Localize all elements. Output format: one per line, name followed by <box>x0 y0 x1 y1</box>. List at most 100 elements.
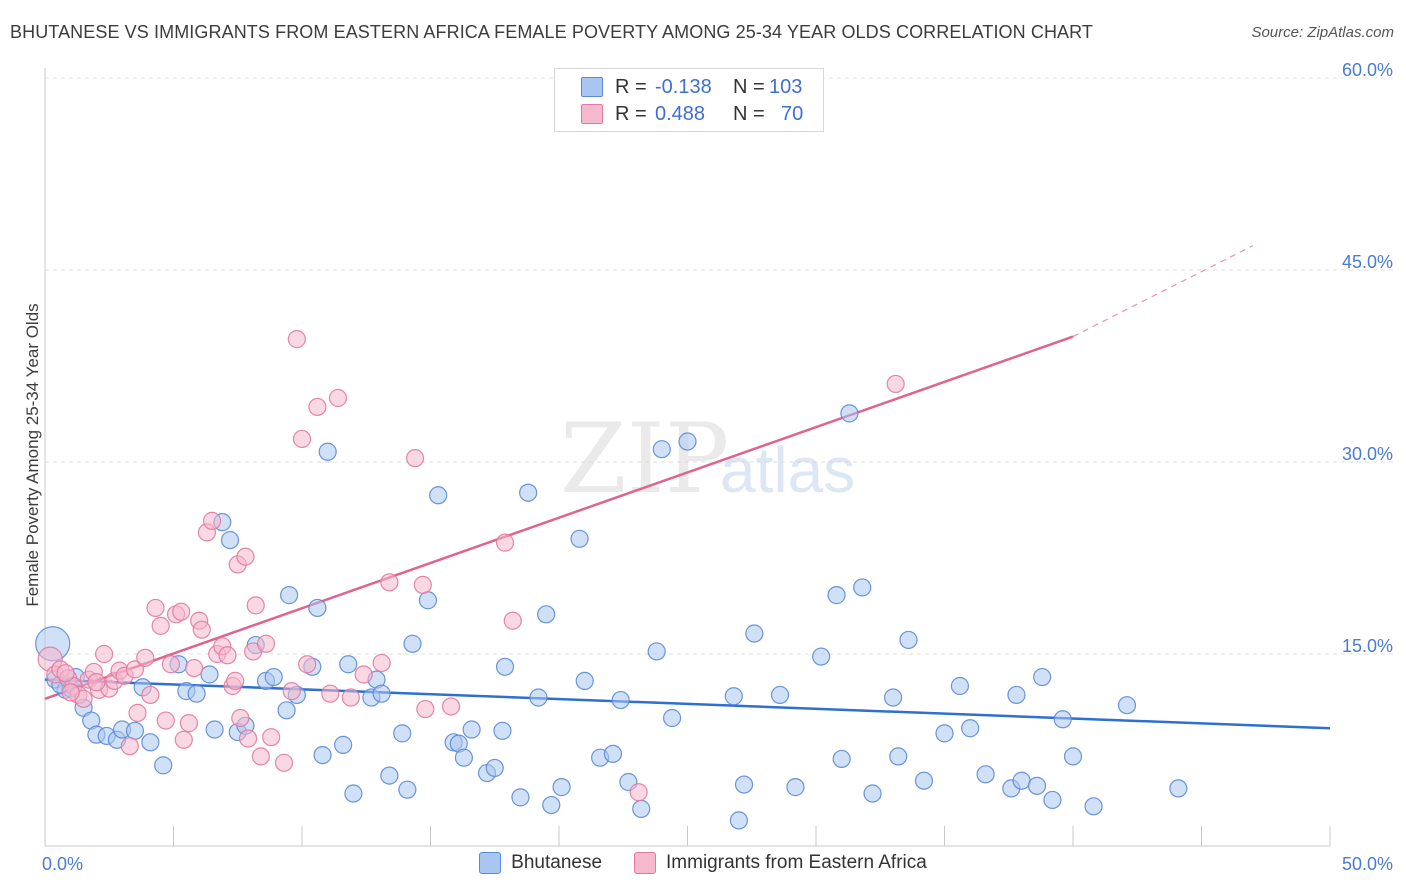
bhutanese-point <box>863 784 882 803</box>
bhutanese-point <box>495 657 515 676</box>
bhutanese-point <box>632 799 651 818</box>
immigrants-point <box>629 783 648 802</box>
bhutanese-point <box>1012 771 1031 790</box>
immigrants-trend-extension <box>1072 245 1254 338</box>
immigrants-point <box>136 648 155 667</box>
bhutanese-point <box>827 586 846 605</box>
bhutanese-point <box>519 483 538 502</box>
legend-row-bhutanese: R = -0.138 N = 103 <box>555 73 802 101</box>
series-label-immigrants: Immigrants from Eastern Africa <box>666 852 927 873</box>
immigrants-point <box>341 688 360 707</box>
bhutanese-point <box>662 708 682 728</box>
bhutanese-point <box>403 634 422 653</box>
bhutanese-point <box>154 756 173 775</box>
immigrants-point <box>287 330 306 349</box>
watermark-atlas: atlas <box>720 434 855 506</box>
legend-n-value: 70 <box>781 102 804 125</box>
bhutanese-point <box>398 780 417 799</box>
legend-n-label: N = <box>733 102 765 125</box>
bhutanese-point <box>493 721 512 740</box>
y-tick-label: 60.0% <box>1342 60 1393 80</box>
immigrants-point <box>298 655 317 674</box>
bhutanese-point <box>1084 797 1103 816</box>
bhutanese-point <box>393 724 412 743</box>
bhutanese-point <box>950 676 970 696</box>
immigrants-point <box>87 673 106 692</box>
immigrants-trend-line <box>44 335 1074 700</box>
series-legend-immigrants[interactable]: Immigrants from Eastern Africa <box>634 852 927 874</box>
immigrants-point <box>125 660 145 679</box>
bhutanese-point <box>187 684 206 703</box>
bhutanese-point <box>277 701 296 720</box>
immigrants-point <box>262 728 281 747</box>
immigrants-point <box>328 388 348 408</box>
immigrants-point <box>161 655 181 674</box>
immigrants-point <box>246 596 265 615</box>
immigrants-point <box>179 714 199 733</box>
bhutanese-point <box>770 685 790 705</box>
bhutanese-point <box>462 720 481 739</box>
immigrants-point <box>95 644 114 664</box>
immigrants-point <box>274 753 294 772</box>
bhutanese-point <box>729 811 749 830</box>
bhutanese-point <box>1007 685 1026 705</box>
immigrants-point <box>128 703 147 722</box>
immigrants-point <box>308 397 327 417</box>
immigrants-point <box>184 658 204 678</box>
chart-title: BHUTANESE VS IMMIGRANTS FROM EASTERN AFR… <box>10 22 1094 42</box>
series-label-bhutanese: Bhutanese <box>511 852 603 873</box>
tick-labels: 15.0% 30.0% 45.0% 60.0% 0.0% 50.0% <box>42 60 1393 874</box>
bhutanese-point <box>511 788 530 807</box>
bhutanese-point <box>529 688 548 707</box>
bhutanese-point <box>485 758 504 778</box>
bhutanese-point <box>899 630 918 650</box>
immigrants-point <box>151 616 170 635</box>
bhutanese-point <box>1169 779 1188 798</box>
immigrants-point <box>495 533 515 552</box>
legend-r-value: -0.138 <box>655 75 712 98</box>
legend-n-value: 103 <box>769 75 803 98</box>
immigrants-point <box>238 729 258 748</box>
immigrants-point <box>256 634 276 653</box>
immigrants-point <box>141 685 160 705</box>
bhutanese-point <box>318 442 337 461</box>
bhutanese-point <box>220 530 240 550</box>
bhutanese-point <box>552 778 571 797</box>
immigrants-point <box>321 684 340 703</box>
legend-row-immigrants: R = 0.488 N = 70 <box>555 100 803 128</box>
bhutanese-point <box>372 684 391 703</box>
series-legend-bhutanese[interactable]: Bhutanese <box>479 852 602 874</box>
bhutanese-point <box>125 721 145 740</box>
bhutanese-point <box>1027 776 1047 795</box>
legend-r-value: 0.488 <box>655 102 706 125</box>
bhutanese-point <box>647 642 666 661</box>
axes <box>44 68 1331 847</box>
immigrants-point <box>226 671 245 690</box>
bhutanese-point <box>344 784 363 803</box>
bhutanese-point <box>889 747 908 766</box>
bhutanese-point <box>724 687 743 706</box>
bhutanese-point <box>308 598 327 618</box>
bhutanese-point <box>883 688 903 707</box>
bhutanese-point <box>570 529 589 548</box>
immigrants-point <box>354 665 373 684</box>
legend-r-label: R = <box>615 102 647 125</box>
bhutanese-trend-line <box>44 678 1331 730</box>
bhutanese-point <box>429 486 448 505</box>
legend-n-label: N = <box>733 75 765 98</box>
trend-lines <box>44 245 1331 730</box>
immigrants-point <box>236 547 255 566</box>
data-points <box>35 330 1188 830</box>
bhutanese-point <box>678 432 697 451</box>
bhutanese-point <box>1117 696 1137 715</box>
bhutanese-point <box>454 748 474 767</box>
bhutanese-point <box>935 724 954 743</box>
bhutanese-point <box>812 647 831 666</box>
bhutanese-point <box>961 719 980 738</box>
bhutanese-point <box>200 665 219 684</box>
immigrants-point <box>282 682 301 701</box>
immigrants-point <box>218 646 237 665</box>
y-tick-label: 45.0% <box>1342 252 1393 272</box>
bhutanese-point <box>537 605 556 624</box>
immigrants-point <box>380 573 399 592</box>
